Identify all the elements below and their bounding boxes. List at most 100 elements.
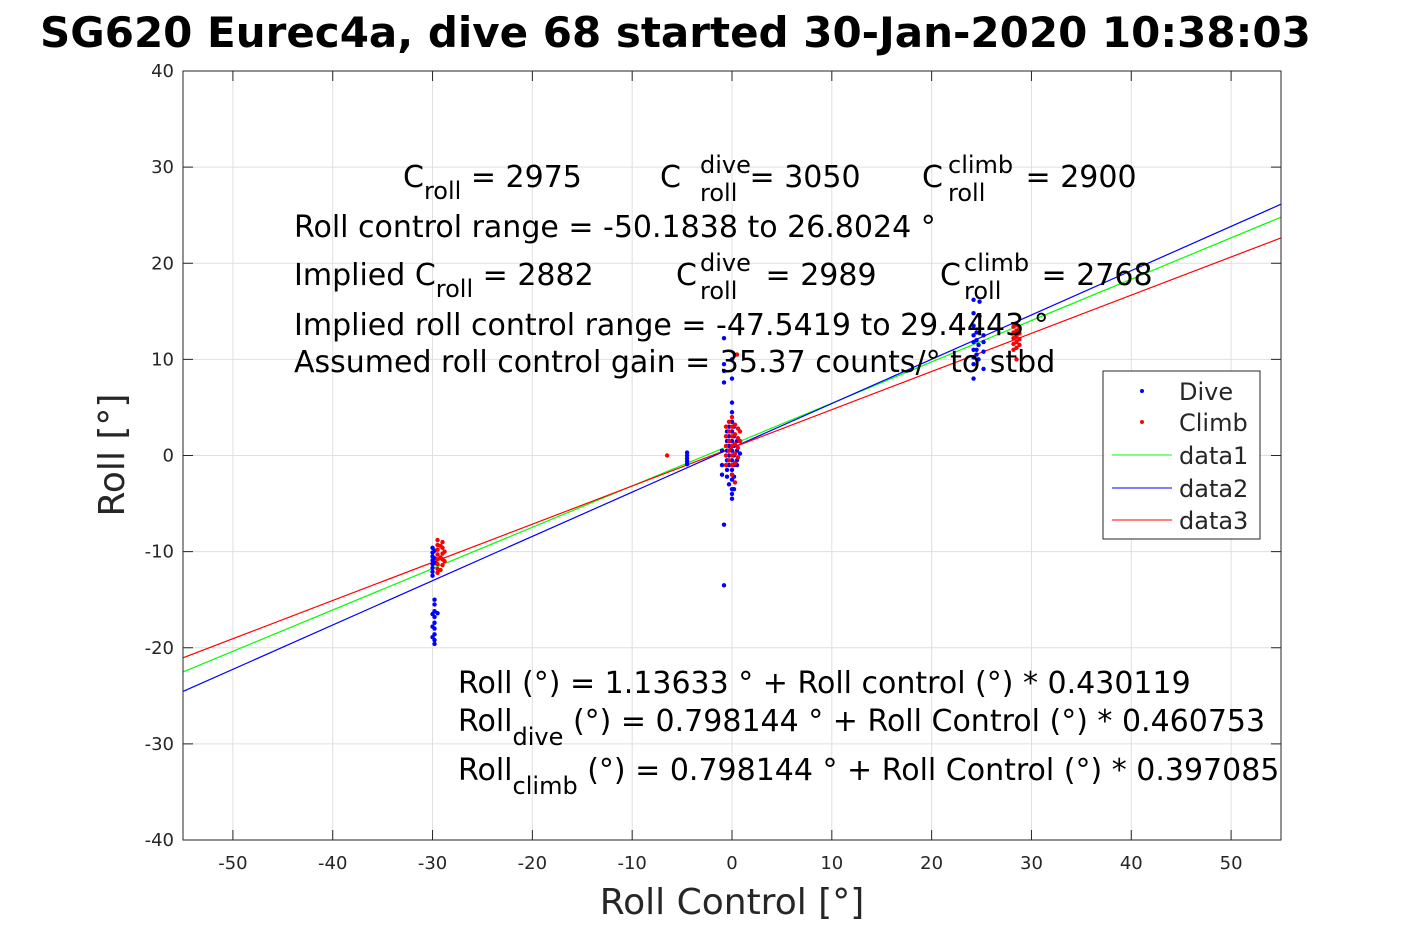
x-tick-label: 10 (820, 853, 843, 874)
dive-point (729, 496, 735, 501)
dive-point (430, 634, 435, 640)
y-tick-label: 0 (163, 446, 174, 467)
dive-point (432, 602, 437, 607)
dive-point (430, 569, 435, 575)
implied-c-roll-annotation: Implied Croll = 2882 (294, 258, 594, 303)
dive-point (430, 565, 435, 571)
data-points (430, 297, 1022, 647)
legend-data3-label: data3 (1179, 507, 1248, 535)
fit-equation-climb: Rollclimb (°) = 0.798144 ° + Roll Contro… (458, 753, 1279, 800)
legend: Dive Climb data1 data2 data3 (1102, 370, 1261, 540)
climb-point (1014, 322, 1019, 327)
dive-point (971, 333, 976, 338)
dive-point (724, 467, 730, 473)
dive-point (726, 482, 732, 487)
climb-point (435, 537, 440, 543)
dive-point (974, 337, 979, 343)
dive-point (721, 361, 727, 367)
y-tick-label: 30 (151, 157, 174, 178)
climb-point (729, 414, 735, 420)
y-tick-label: -30 (145, 734, 174, 755)
climb-point (735, 445, 741, 451)
climb-point (723, 424, 729, 429)
c-roll-annotation: Croll = 2975 (403, 160, 582, 205)
y-tick-label: -20 (145, 638, 174, 659)
dive-point (981, 339, 986, 345)
roll-control-gain-annotation: Assumed roll control gain = 35.37 counts… (294, 345, 1055, 380)
climb-point (726, 419, 732, 425)
legend-data2-label: data2 (1179, 475, 1248, 503)
x-tick-label: -50 (218, 853, 247, 874)
climb-point (435, 552, 440, 557)
legend-climb-marker (1140, 420, 1144, 424)
climb-point (664, 453, 670, 458)
x-tick-label: -40 (318, 853, 347, 874)
dive-point (971, 361, 976, 367)
dive-point (971, 323, 976, 328)
dive-point (976, 357, 981, 362)
dive-point (432, 641, 437, 647)
y-tick-label: -10 (145, 542, 174, 563)
dive-point (721, 583, 727, 588)
climb-point (1017, 342, 1022, 348)
climb-point (729, 472, 735, 477)
dive-point (684, 450, 690, 455)
legend-data1-label: data1 (1179, 442, 1248, 470)
dive-point (729, 467, 735, 473)
y-tick-label: 10 (151, 349, 174, 370)
climb-point (1017, 336, 1022, 342)
climb-point (1014, 357, 1019, 362)
climb-point (435, 570, 440, 575)
climb-point (723, 453, 729, 458)
climb-point (734, 352, 740, 357)
x-tick-label: 20 (920, 853, 943, 874)
climb-point (438, 555, 443, 560)
legend-entry-climb: Climb (1140, 409, 1248, 437)
legend-dive-label: Dive (1179, 378, 1233, 406)
plot-frame (182, 70, 1282, 841)
dive-point (721, 522, 727, 527)
dive-point (974, 352, 979, 357)
x-tick-label: 40 (1120, 853, 1143, 874)
roll-control-range-annotation: Roll control range = -50.1838 to 26.8024… (294, 210, 936, 245)
climb-point (732, 441, 738, 447)
climb-point (723, 462, 729, 468)
dive-point (974, 330, 979, 335)
x-tick-label: 30 (1020, 853, 1043, 874)
climb-point (435, 561, 440, 567)
legend-climb-label: Climb (1179, 409, 1248, 437)
climb-point (440, 562, 445, 568)
dive-point (435, 610, 440, 616)
dive-point (971, 297, 976, 302)
climb-point (732, 480, 738, 485)
climb-point (732, 460, 738, 466)
climb-point (435, 547, 440, 552)
climb-point (442, 549, 447, 554)
dive-point (737, 451, 743, 456)
climb-point (1014, 334, 1019, 339)
legend-entry-data3: data3 (1112, 507, 1248, 535)
dive-point (432, 620, 437, 625)
dive-point (721, 336, 727, 341)
chart-title: SG620 Eurec4a, dive 68 started 30-Jan-20… (40, 8, 1311, 57)
x-tick-label: -10 (617, 853, 646, 874)
climb-point (732, 451, 738, 456)
dive-point (724, 474, 730, 479)
y-axis-label: Roll [°] (92, 394, 133, 517)
x-tick-label: -20 (518, 853, 547, 874)
legend-dive-marker (1140, 389, 1144, 393)
dive-point (430, 573, 435, 578)
x-tick-label: 0 (726, 853, 737, 874)
climb-point (438, 543, 443, 549)
dive-point (974, 347, 979, 352)
dive-point (729, 491, 735, 497)
legend-entry-data2: data2 (1112, 475, 1248, 503)
dive-point (719, 472, 725, 477)
climb-point (726, 438, 732, 444)
dive-point (981, 333, 986, 338)
y-tick-label: 40 (151, 61, 174, 82)
